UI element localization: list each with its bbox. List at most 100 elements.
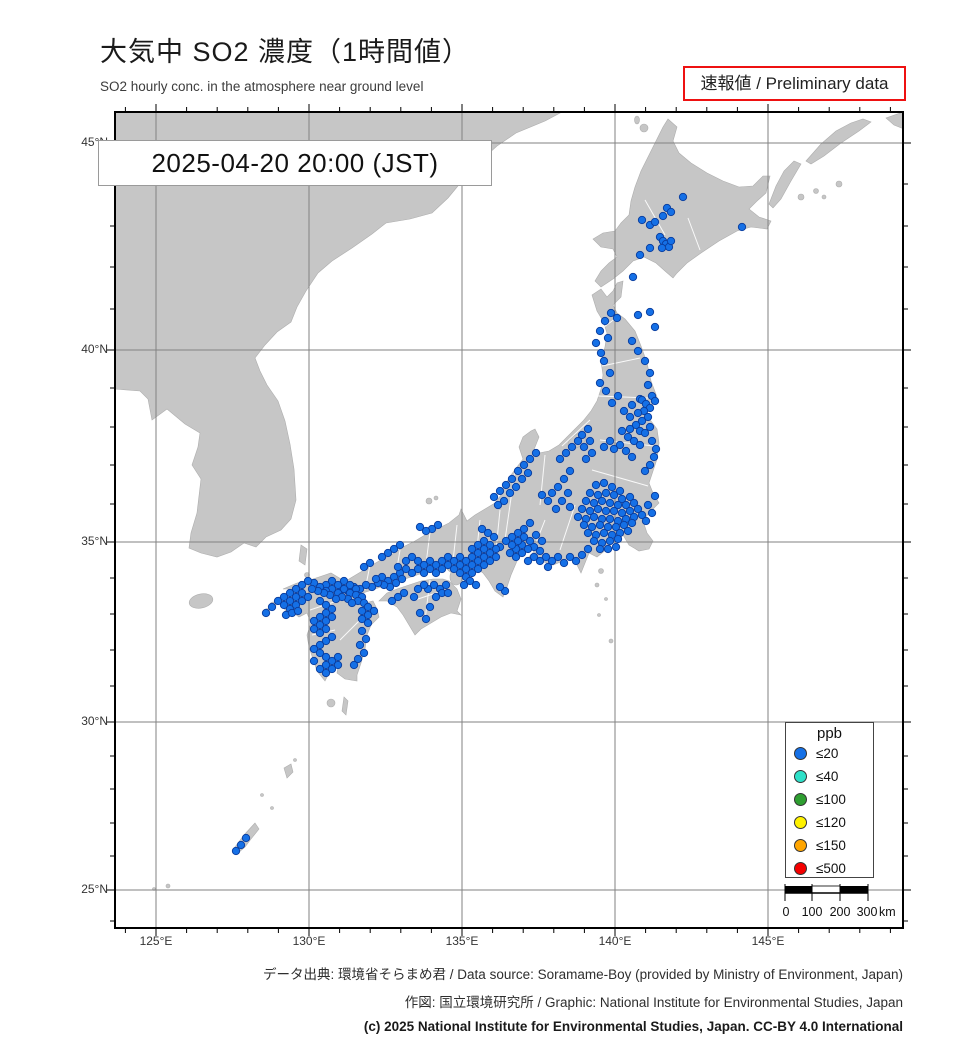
station-dot [309,644,319,654]
oki-island [425,497,433,505]
station-dot [603,333,613,343]
station-dot [473,540,483,550]
station-dot [489,492,499,502]
izu-islet [608,638,614,644]
station-dot [606,308,616,318]
station-dot [737,222,747,232]
station-dot [357,614,367,624]
lat-label-30n: 30°N [81,714,108,728]
station-dot [443,588,453,598]
station-dot [291,592,301,602]
station-dot [531,530,541,540]
station-dot [595,326,605,336]
station-dot [559,558,569,568]
station-dot [467,552,477,562]
station-dot [629,498,639,508]
station-dot [585,488,595,498]
station-dot [309,656,319,666]
station-dot [493,500,503,510]
degree-ticks [107,104,911,936]
station-dot [583,544,593,554]
station-dot [601,506,611,516]
station-dot [577,550,587,560]
station-dot [587,448,597,458]
legend-item-label: ≤500 [816,861,846,876]
rebun-island [634,115,640,125]
station-dot [333,652,343,662]
izu-islet [594,582,600,588]
station-dot [612,313,622,323]
izu-islet [597,613,601,617]
station-dot [647,436,657,446]
station-dot [357,606,367,616]
legend-item-label: ≤20 [816,746,839,761]
izu-islet [604,597,608,601]
station-dot [511,482,521,492]
station-dot [513,536,523,546]
legend-color-dot [794,793,807,806]
station-dot [297,596,307,606]
station-dot [565,552,575,562]
islet [260,793,264,797]
station-dot [596,348,606,358]
station-dot [599,442,609,452]
station-dot [535,546,545,556]
station-dot [603,544,613,554]
station-dot [345,580,355,590]
station-dot [501,480,511,490]
station-dot [479,536,489,546]
lat-label-35n: 35°N [81,534,108,548]
legend-rows: ≤20 ≤40 ≤100 ≤120 ≤150 ≤500 [786,742,873,880]
station-dot [315,596,325,606]
station-dot [441,580,451,590]
station-dot [525,536,535,546]
station-dot [359,562,369,572]
station-dot [261,608,271,618]
station-dot [315,640,325,650]
station-dot [401,564,411,574]
station-dot [625,492,635,502]
station-dot [613,534,623,544]
station-dot [601,386,611,396]
station-dot [605,498,615,508]
station-dot [519,524,529,534]
station-dot [523,556,533,566]
station-dot [607,398,617,408]
station-dot [393,592,403,602]
station-dot [499,496,509,506]
legend-item: ≤20 [786,742,873,765]
station-dot [437,556,447,566]
station-dot [577,430,587,440]
station-dot [365,558,375,568]
legend-item-label: ≤120 [816,815,846,830]
station-dot [393,562,403,572]
station-dot [491,552,501,562]
station-dot [529,552,539,562]
yakushima-island [326,698,336,708]
station-dot [369,606,379,616]
station-dot [573,436,583,446]
station-dot [609,490,619,500]
lon-label-140e: 140°E [598,934,632,948]
station-dot [523,468,533,478]
station-dot [561,448,571,458]
station-dot [650,217,660,227]
station-dot [617,508,627,518]
station-dot [479,552,489,562]
station-dot [635,250,645,260]
station-dot [231,846,241,856]
page-subtitle: SO2 hourly conc. in the atmosphere near … [100,79,424,94]
station-dot [599,528,609,538]
station-dot [637,215,647,225]
station-dot [461,556,471,566]
station-dot [579,442,589,452]
station-dot [557,496,567,506]
station-dot [467,568,477,578]
station-dot [307,584,317,594]
station-dot [585,506,595,516]
station-dot [407,568,417,578]
station-dot [609,444,619,454]
station-dot [640,466,650,476]
station-dot [589,536,599,546]
station-dot [363,610,373,620]
